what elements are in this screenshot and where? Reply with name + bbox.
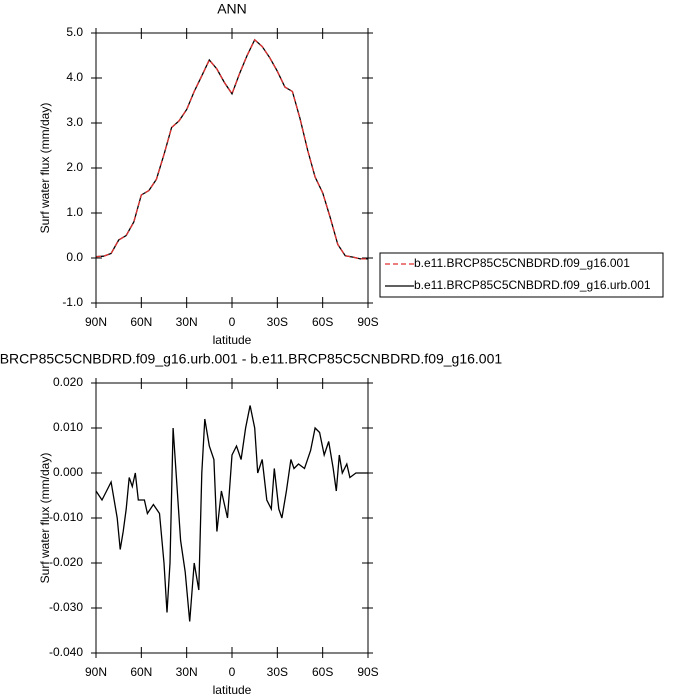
x-tick-label: 60N <box>130 665 152 679</box>
x-tick-label: 0 <box>229 665 236 679</box>
legend-label: b.e11.BRCP85C5CNBDRD.f09_g16.urb.001 <box>414 278 651 292</box>
y-axis-label: Surf water flux (mm/day) <box>38 453 52 584</box>
y-tick-label: 4.0 <box>66 70 83 84</box>
y-tick-label: 3.0 <box>66 115 83 129</box>
plot-frame <box>95 382 369 654</box>
y-tick-label: 1.0 <box>66 205 83 219</box>
x-tick-label: 30N <box>176 665 198 679</box>
chart-title: b.e11.BRCP85C5CNBDRD.f09_g16.urb.001 - b… <box>0 351 502 367</box>
x-tick-label: 90N <box>85 665 107 679</box>
y-tick-label: 2.0 <box>66 160 83 174</box>
x-axis-label: latitude <box>213 333 252 347</box>
chart-title: ANN <box>217 1 247 17</box>
y-tick-label: 0.0 <box>66 250 83 264</box>
y-tick-label: -0.010 <box>49 510 83 524</box>
y-tick-label: 0.000 <box>53 465 83 479</box>
x-tick-label: 30S <box>267 665 288 679</box>
x-tick-label: 60S <box>312 315 333 329</box>
y-tick-label: 5.0 <box>66 25 83 39</box>
legend-box <box>379 252 664 298</box>
y-tick-label: -0.030 <box>49 600 83 614</box>
x-tick-label: 30N <box>176 315 198 329</box>
legend-label: b.e11.BRCP85C5CNBDRD.f09_g16.001 <box>414 256 630 270</box>
x-tick-label: 30S <box>267 315 288 329</box>
y-tick-label: 0.010 <box>53 420 83 434</box>
y-tick-label: -0.040 <box>49 645 83 659</box>
y-tick-label: -0.020 <box>49 555 83 569</box>
data-line <box>95 38 368 260</box>
y-tick-label: -1.0 <box>62 295 83 309</box>
x-tick-label: 90S <box>357 315 378 329</box>
x-tick-label: 0 <box>229 315 236 329</box>
y-axis-label: Surf water flux (mm/day) <box>38 103 52 234</box>
x-tick-label: 60S <box>312 665 333 679</box>
y-tick-label: 0.020 <box>53 375 83 389</box>
x-tick-label: 90N <box>85 315 107 329</box>
data-line <box>95 405 368 622</box>
x-axis-label: latitude <box>213 683 252 697</box>
x-tick-label: 90S <box>357 665 378 679</box>
data-line <box>95 38 368 260</box>
plot-frame <box>95 32 369 304</box>
x-tick-label: 60N <box>130 315 152 329</box>
